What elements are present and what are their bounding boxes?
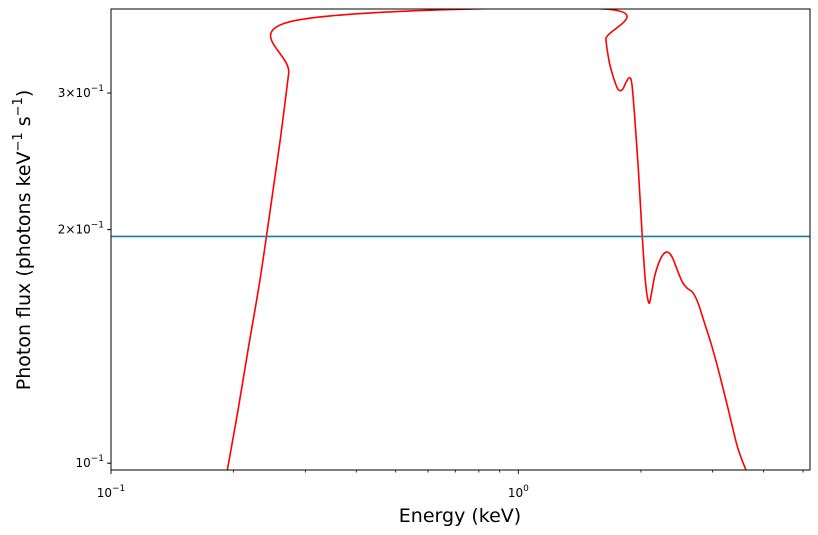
plot-area (111, 9, 810, 470)
y-axis-label: Photon flux (photons keV−1 s−1) (11, 90, 35, 391)
x-axis-label: Energy (keV) (399, 505, 521, 527)
series-layer (111, 9, 810, 470)
y-tick-label: 3×10−1 (58, 84, 104, 100)
plot-frame (110, 8, 811, 471)
series-line-1 (226, 9, 747, 470)
y-tick-label: 10−1 (75, 454, 104, 470)
major-tick-layer: 10−1 100 10−1 2×10−1 3×10−1 (58, 84, 529, 500)
x-tick-label: 10−1 (97, 484, 126, 500)
x-tick-label: 100 (508, 484, 529, 500)
y-tick-label: 2×10−1 (58, 221, 104, 237)
